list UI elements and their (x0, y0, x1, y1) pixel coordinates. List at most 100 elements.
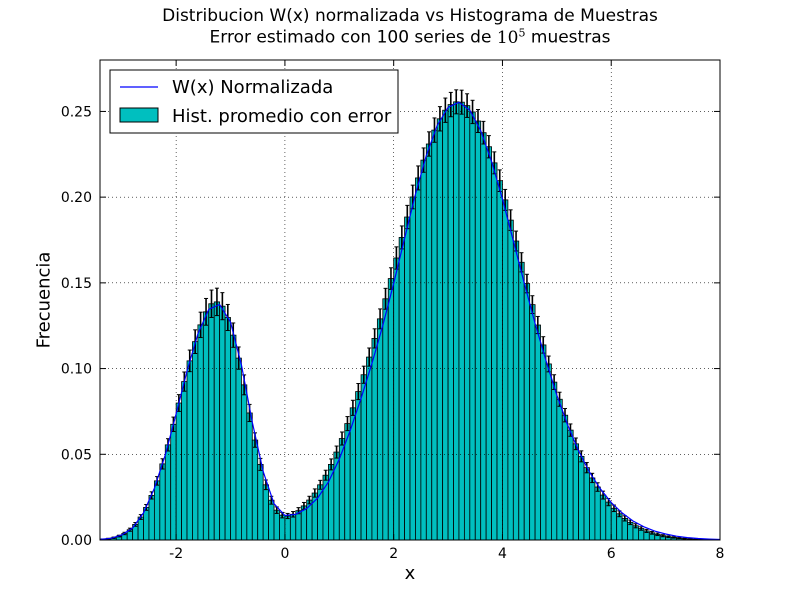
x-tick-label: 0 (280, 546, 289, 562)
histogram-bar (431, 129, 438, 541)
histogram-bar (251, 439, 259, 541)
histogram-bar (616, 513, 623, 541)
histogram-bar (208, 303, 215, 541)
histogram-bar (474, 120, 482, 541)
histogram-bar (561, 414, 569, 541)
histogram-bar (529, 304, 536, 541)
histogram-bar (589, 477, 596, 541)
histogram-bar (338, 438, 346, 541)
histogram-bar (534, 324, 541, 541)
x-tick-label: 4 (498, 546, 507, 562)
histogram-bar (137, 516, 144, 541)
histogram-bar (578, 455, 585, 541)
legend-label-hist: Hist. promedio con error (172, 106, 392, 127)
legend-label-line: W(x) Normalizada (172, 77, 333, 98)
subtitle-power: 105 (496, 26, 526, 48)
x-tick-label: 2 (389, 546, 398, 562)
histogram-bar (181, 381, 188, 541)
histogram-bar (485, 146, 492, 541)
subtitle-prefix: Error estimado con 100 series de (209, 27, 497, 48)
grid-lines (100, 60, 720, 540)
axes-frame (99, 59, 721, 541)
histogram-bar (295, 510, 302, 541)
histogram-bar (458, 101, 465, 541)
histogram-bar (175, 402, 182, 541)
histogram-bar (382, 298, 389, 541)
legend-bar-swatch (119, 107, 159, 123)
histogram-bar (420, 159, 427, 541)
histogram-bar (415, 177, 422, 541)
histogram-bar (480, 132, 487, 541)
histogram-bar (469, 111, 476, 541)
histogram-bar (398, 237, 405, 541)
histogram-bar (453, 101, 460, 541)
subtitle-base: 10 (496, 27, 519, 48)
histogram-bars (99, 101, 721, 541)
histogram-bar (235, 357, 242, 541)
histogram-bar (507, 219, 514, 541)
histogram-bar (268, 499, 275, 541)
histogram-bar (257, 463, 264, 541)
histogram-bar (583, 467, 590, 541)
histogram-bar (599, 494, 607, 541)
histogram-bar (540, 344, 547, 541)
histogram-bar (605, 501, 612, 541)
histogram-bar (246, 412, 253, 541)
histogram-bar (186, 360, 193, 541)
legend: W(x) Normalizada Hist. promedio con error (109, 69, 399, 134)
histogram-bar (502, 199, 509, 541)
histogram-bar (491, 162, 498, 541)
histogram-bar (447, 104, 454, 541)
histogram-bar (442, 109, 449, 541)
histogram-bar (366, 356, 373, 541)
x-tick-label: 6 (607, 546, 616, 562)
histogram-bar (393, 257, 400, 541)
histogram-bar (572, 443, 579, 541)
histogram-bar (153, 480, 161, 541)
histogram-bar (202, 311, 210, 541)
histogram-bar (496, 180, 503, 541)
y-axis-label: Frecuencia (33, 251, 55, 349)
histogram-bar (551, 381, 558, 541)
histogram-bar (273, 509, 280, 541)
x-tick-label: 8 (716, 546, 725, 562)
error-bars (100, 89, 720, 541)
histogram-bar (523, 283, 531, 541)
x-tick-label: -2 (169, 546, 183, 562)
histogram-bar (567, 429, 574, 541)
histogram-bar (241, 384, 248, 541)
histogram-bar (284, 515, 291, 541)
histogram-bar (425, 143, 433, 541)
histogram-bar (556, 398, 563, 541)
histogram-bar (197, 324, 204, 541)
histogram-bar (148, 495, 155, 541)
histogram-bar (436, 118, 444, 541)
histogram-bar (376, 318, 384, 541)
histogram-bar (387, 278, 395, 541)
histogram-bar (621, 518, 628, 541)
histogram-bar (404, 216, 411, 541)
histogram-bar (230, 334, 237, 541)
y-tick-label: 0.15 (61, 276, 92, 292)
histogram-bar (322, 474, 329, 541)
chart-subtitle: Error estimado con 100 series de 105 mue… (100, 26, 720, 48)
y-tick-label: 0.20 (61, 190, 92, 206)
y-tick-label: 0.25 (61, 104, 92, 120)
series-line-w-normalizada (99, 101, 721, 541)
histogram-bar (170, 423, 177, 541)
histogram-bar (159, 463, 166, 541)
chart-title: Distribucion W(x) normalizada vs Histogr… (162, 6, 658, 26)
histogram-bar (219, 305, 226, 541)
histogram-bar (463, 105, 471, 541)
histogram-bar (360, 374, 367, 541)
x-axis-label: x (404, 563, 416, 584)
histogram-bar (518, 261, 525, 541)
histogram-bar (279, 514, 286, 541)
subtitle-exponent: 5 (518, 26, 526, 39)
histogram-bar (262, 484, 269, 541)
y-tick-label: 0.05 (61, 447, 92, 463)
histogram-bar (594, 486, 601, 541)
histogram-bar (289, 513, 297, 541)
